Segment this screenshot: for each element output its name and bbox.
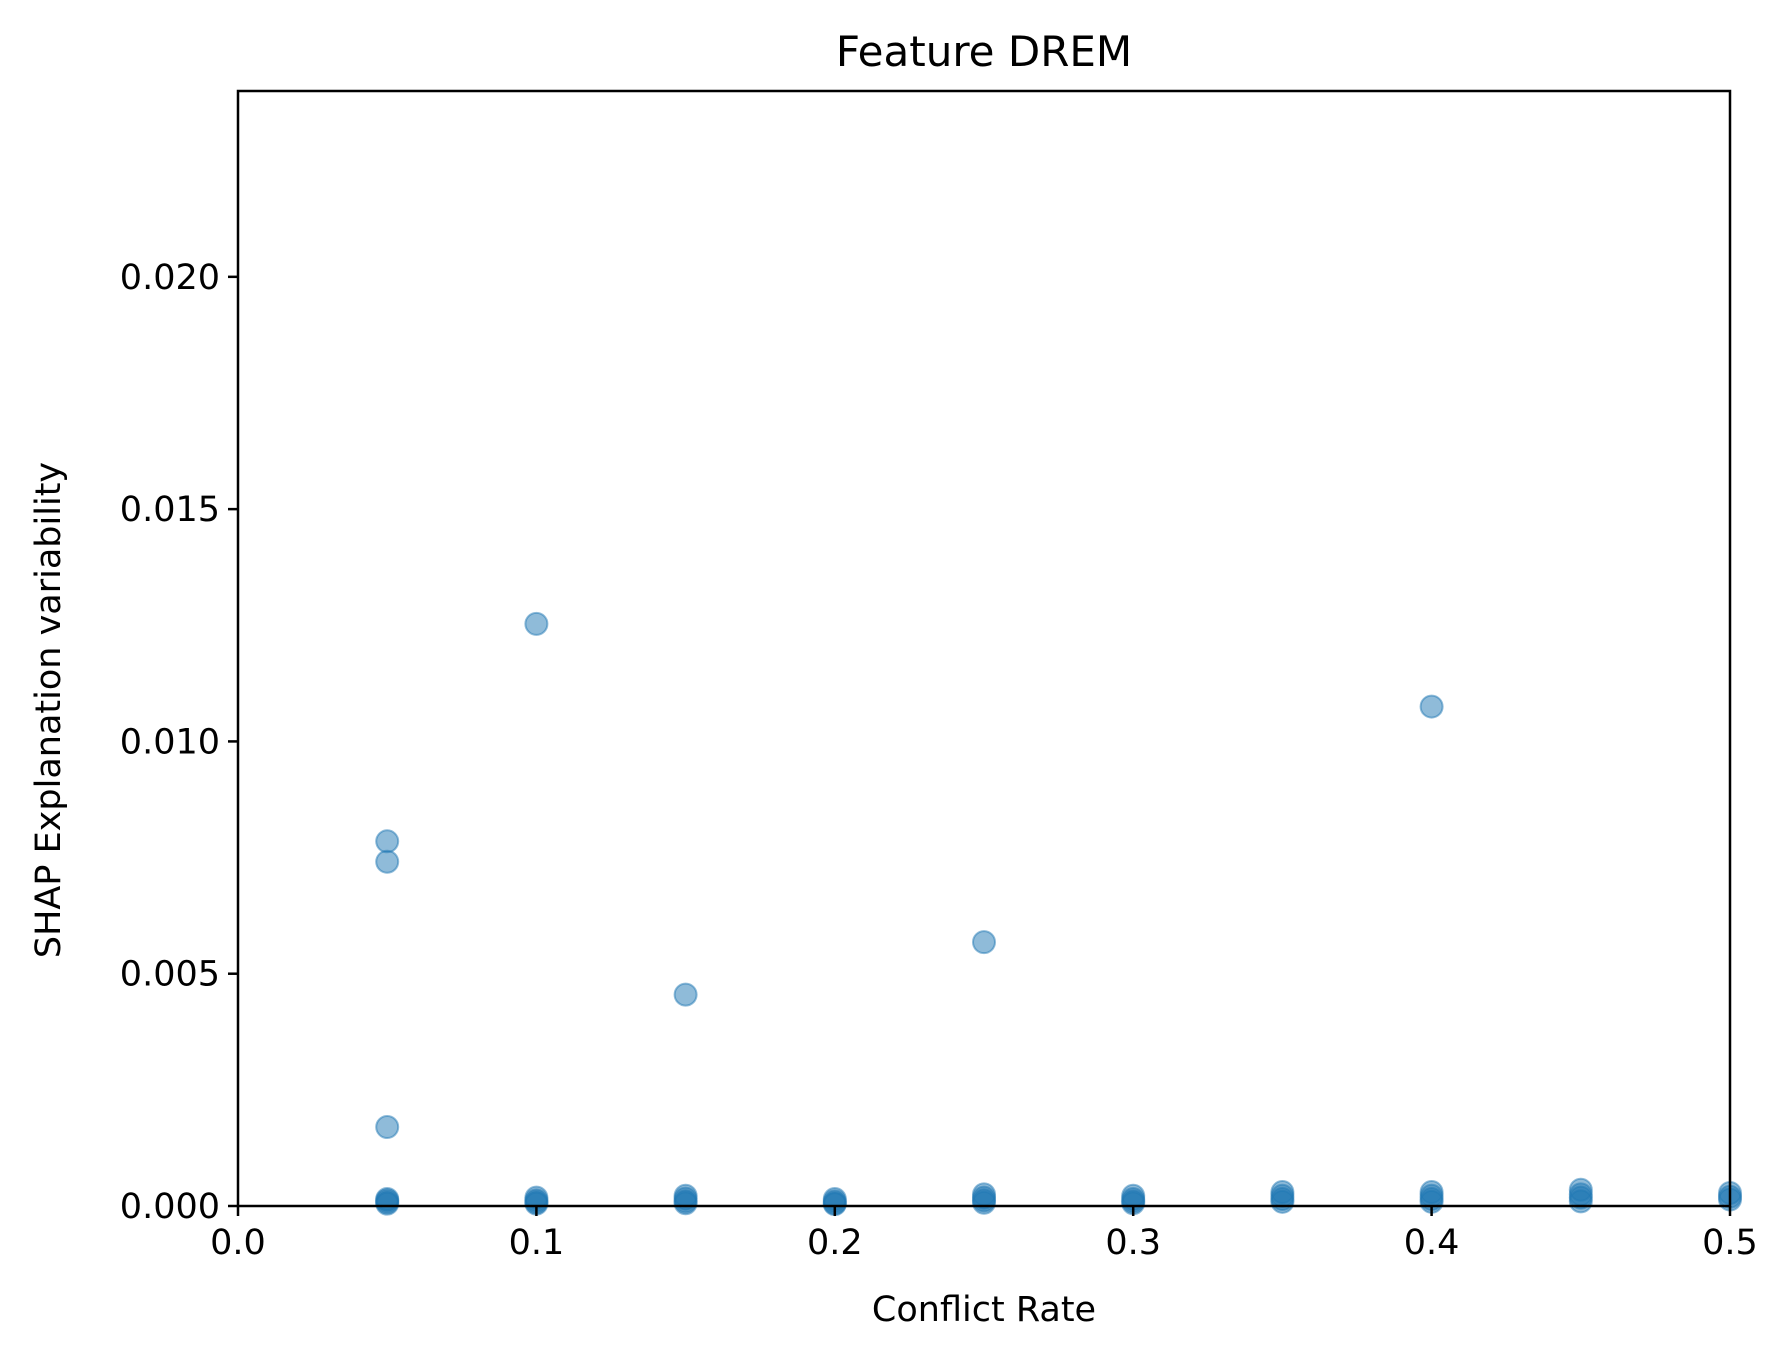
- data-point-18: [673, 1191, 698, 1216]
- data-point-42: [1568, 1189, 1593, 1214]
- y-tick-label-0: 0.000: [120, 1187, 220, 1227]
- x-axis-label: Conflict Rate: [872, 1290, 1096, 1330]
- data-point-26: [972, 1190, 996, 1215]
- x-tick-label-1: 0.1: [509, 1223, 565, 1263]
- y-tick-label-1: 0.005: [120, 955, 220, 995]
- y-axis-label: SHAP Explanation variability: [29, 462, 69, 958]
- data-point-4: [673, 982, 698, 1007]
- x-tick-label-0: 0.0: [210, 1223, 266, 1263]
- data-point-1: [375, 849, 400, 874]
- data-point-0: [375, 829, 400, 854]
- plot-frame: [236, 89, 1732, 1208]
- axis-ticks: 0.0 0.1 0.2 0.3 0.4 0.5 0.000 0.005 0.010 0.015 0.…: [120, 258, 1758, 1263]
- x-tick-label-3: 0.3: [1105, 1223, 1161, 1263]
- chart-title: Feature DREM: [836, 27, 1132, 76]
- x-tick-label-5: 0.5: [1702, 1223, 1758, 1263]
- data-point-2: [375, 1115, 400, 1140]
- data-point-6: [1419, 694, 1444, 719]
- y-tick-label-4: 0.020: [120, 258, 220, 298]
- y-tick-label-3: 0.015: [120, 490, 220, 530]
- data-point-5: [972, 930, 996, 955]
- data-point-34: [1270, 1189, 1295, 1214]
- data-point-10: [375, 1187, 400, 1212]
- x-tick-label-2: 0.2: [807, 1223, 863, 1263]
- x-tick-label-4: 0.4: [1404, 1223, 1460, 1263]
- data-point-3: [524, 611, 549, 636]
- y-tick-label-2: 0.010: [120, 722, 220, 762]
